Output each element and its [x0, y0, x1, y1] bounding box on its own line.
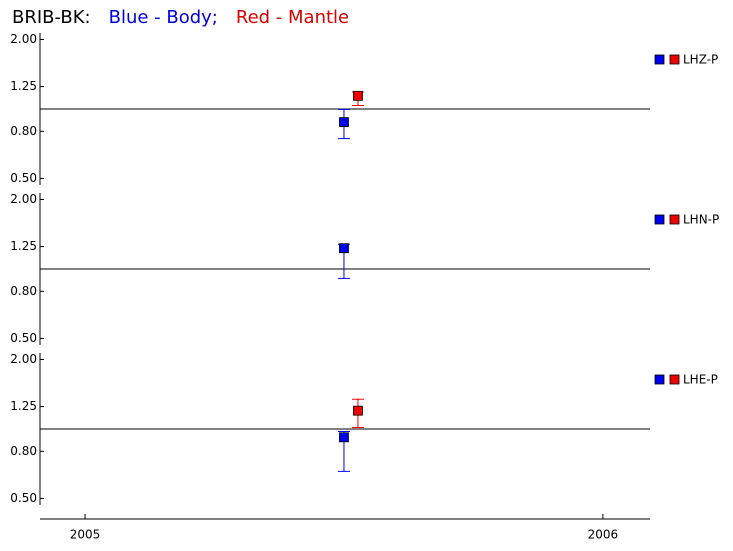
y-tick-label: 0.80: [10, 284, 37, 298]
y-tick-label: 1.25: [10, 239, 37, 253]
y-tick-label: 2.00: [10, 192, 37, 206]
legend-swatch: [654, 374, 665, 385]
y-tick-label: 2.00: [10, 352, 37, 366]
y-tick-label: 0.50: [10, 331, 37, 345]
legend-swatch: [669, 374, 680, 385]
legend-label: LHE-P: [683, 373, 718, 387]
title-part: Red - Mantle: [236, 7, 349, 28]
y-tick-label: 0.50: [10, 491, 37, 505]
x-tick-label: 2006: [588, 528, 619, 542]
legend-swatch: [654, 54, 665, 65]
y-tick-label: 1.25: [10, 79, 37, 93]
marker: [339, 117, 349, 128]
legend-swatch: [654, 214, 665, 225]
y-tick-label: 0.80: [10, 444, 37, 458]
legend-swatch: [669, 214, 680, 225]
marker: [353, 90, 363, 101]
legend-label: LHN-P: [683, 213, 719, 227]
y-tick-label: 0.50: [10, 171, 37, 185]
title-part: Blue - Body;: [109, 7, 218, 28]
x-tick-label: 2005: [70, 528, 101, 542]
legend-swatch: [669, 54, 680, 65]
marker: [339, 243, 349, 254]
legend-label: LHZ-P: [683, 53, 718, 67]
marker: [339, 432, 349, 443]
y-tick-label: 1.25: [10, 399, 37, 413]
marker: [353, 405, 363, 416]
y-tick-label: 0.80: [10, 124, 37, 138]
chart-title: BRIB-BK: Blue - Body; Red - Mantle: [12, 7, 349, 28]
title-part: BRIB-BK:: [12, 7, 91, 28]
y-tick-label: 2.00: [10, 32, 37, 46]
